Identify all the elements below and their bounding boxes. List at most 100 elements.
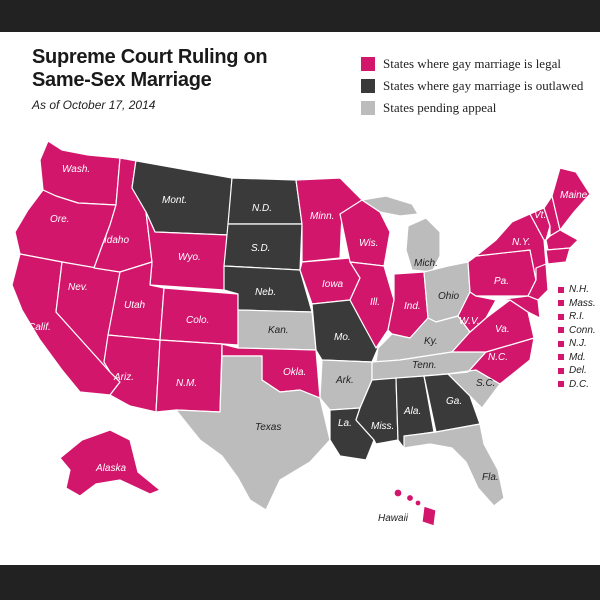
small-state-swatch — [558, 327, 564, 334]
legend-swatch-legal — [361, 57, 375, 71]
label-wv: W.V. — [459, 316, 480, 327]
label-mt: Mont. — [162, 195, 187, 206]
small-state-md: Md. — [558, 351, 596, 365]
small-states-list: N.H. Mass. R.I. Conn. N.J. Md. Del. D.C. — [558, 283, 596, 391]
small-state-label: N.J. — [569, 338, 587, 350]
label-hi: Hawaii — [378, 513, 409, 524]
state-fl — [403, 423, 505, 507]
small-state-label: Md. — [569, 351, 586, 363]
title-line-1: Supreme Court Ruling on — [32, 46, 268, 68]
state-mn — [295, 177, 363, 263]
label-wi: Wis. — [359, 238, 378, 249]
label-me: Maine — [560, 190, 588, 201]
small-state-de: Del. — [558, 364, 596, 378]
small-state-label: D.C. — [569, 378, 589, 390]
map-subtitle: As of October 17, 2014 — [32, 98, 156, 112]
label-nv: Nev. — [68, 282, 88, 293]
label-mo: Mo. — [334, 332, 351, 343]
label-pa: Pa. — [494, 276, 509, 287]
label-az: Ariz. — [113, 372, 134, 383]
label-ks: Kan. — [268, 325, 289, 336]
state-vt — [529, 207, 551, 241]
map-title: Supreme Court Ruling on Same-Sex Marriag… — [32, 46, 332, 92]
small-state-swatch — [558, 354, 564, 361]
label-sd: S.D. — [251, 243, 270, 254]
label-ms: Miss. — [371, 421, 394, 432]
small-state-ri: R.I. — [558, 310, 596, 324]
state-il — [349, 261, 395, 349]
small-state-ct: Conn. — [558, 324, 596, 338]
label-mn: Minn. — [310, 211, 334, 222]
small-state-swatch — [558, 300, 564, 307]
small-state-swatch — [558, 381, 564, 388]
state-hi-4 — [421, 505, 437, 527]
label-wy: Wyo. — [178, 252, 201, 263]
label-sc: S.C. — [476, 378, 495, 389]
state-tx — [175, 355, 331, 511]
small-state-nh: N.H. — [558, 283, 596, 297]
small-state-swatch — [558, 313, 564, 320]
label-tx: Texas — [255, 422, 281, 433]
small-state-label: N.H. — [569, 284, 589, 296]
legend-swatch-outlawed — [361, 79, 375, 93]
bottom-bar — [0, 565, 600, 600]
label-ar: Ark. — [335, 375, 354, 386]
label-wa: Wash. — [62, 164, 90, 175]
state-nd — [227, 177, 303, 225]
legend-label-legal: States where gay marriage is legal — [383, 56, 561, 71]
small-state-swatch — [558, 367, 564, 374]
label-va: Va. — [495, 324, 510, 335]
label-al: Ala. — [403, 406, 421, 417]
label-or: Ore. — [50, 214, 69, 225]
small-state-nj: N.J. — [558, 337, 596, 351]
label-il: Ill. — [370, 297, 380, 308]
label-oh: Ohio — [438, 291, 460, 302]
small-state-label: Mass. — [569, 297, 596, 309]
state-nm — [155, 339, 223, 413]
state-hi-1 — [393, 488, 403, 498]
small-state-label: Del. — [569, 365, 587, 377]
state-ga — [423, 373, 481, 433]
state-pa — [467, 249, 537, 297]
label-co: Colo. — [186, 315, 209, 326]
label-ga: Ga. — [446, 396, 462, 407]
top-bar — [0, 0, 600, 32]
legend: States where gay marriage is legal State… — [361, 53, 591, 119]
label-nm: N.M. — [176, 378, 197, 389]
label-fl: Fla. — [482, 472, 499, 483]
small-state-dc: D.C. — [558, 378, 596, 392]
label-ut: Utah — [124, 300, 146, 311]
label-la: La. — [338, 418, 352, 429]
label-nc: N.C. — [488, 352, 508, 363]
state-hi-3 — [414, 499, 422, 507]
label-ky: Ky. — [424, 336, 438, 347]
small-state-ma: Mass. — [558, 297, 596, 311]
label-ok: Okla. — [283, 367, 306, 378]
label-ia: Iowa — [322, 279, 344, 290]
small-state-swatch — [558, 340, 564, 347]
title-line-2: Same-Sex Marriage — [32, 69, 212, 91]
small-state-label: R.I. — [569, 311, 585, 323]
state-md-de — [495, 295, 541, 319]
legend-item-outlawed: States where gay marriage is outlawed — [361, 75, 591, 97]
label-nd: N.D. — [252, 203, 272, 214]
state-mi — [405, 217, 441, 273]
legend-item-legal: States where gay marriage is legal — [361, 53, 591, 75]
legend-label-outlawed: States where gay marriage is outlawed — [383, 78, 584, 93]
label-ny: N.Y. — [512, 237, 531, 248]
label-ak: Alaska — [95, 463, 126, 474]
legend-item-pending: States pending appeal — [361, 97, 591, 119]
label-ca: Calif. — [28, 322, 51, 333]
small-state-label: Conn. — [569, 324, 596, 336]
state-ct-ri — [545, 247, 571, 265]
label-ne: Neb. — [255, 287, 276, 298]
small-state-swatch — [558, 286, 564, 293]
label-vt: Vt. — [534, 210, 546, 221]
state-hi-2 — [405, 493, 415, 503]
label-in: Ind. — [404, 301, 421, 312]
label-mi: Mich. — [414, 258, 438, 269]
legend-label-pending: States pending appeal — [383, 100, 497, 115]
label-tn: Tenn. — [412, 360, 437, 371]
state-mi-up — [361, 195, 419, 217]
